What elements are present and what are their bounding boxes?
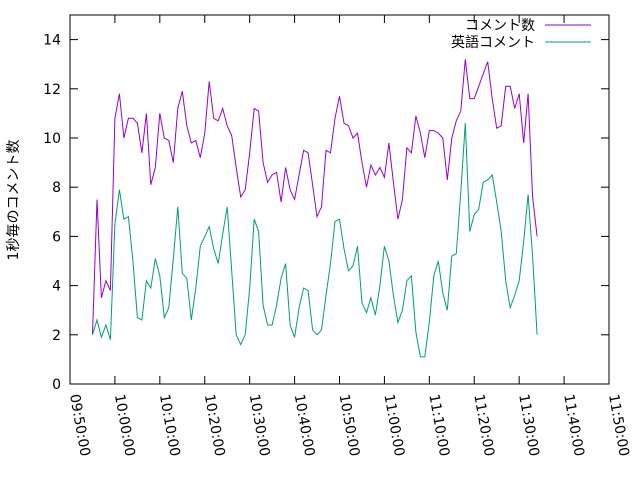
y-tick-label: 6 [52,229,61,245]
x-tick-label: 10:40:00 [291,393,318,458]
x-tick-label: 10:50:00 [336,393,363,458]
x-tick-label: 10:00:00 [111,393,138,458]
y-axis: 0 2 4 6 8 10 12 14 [43,33,609,393]
x-tick-label: 10:20:00 [201,393,228,458]
y-tick-label: 10 [43,131,61,147]
x-tick-label: 11:30:00 [515,393,542,458]
y-tick-label: 2 [52,328,61,344]
x-tick-label: 10:10:00 [156,393,183,458]
series-line-2 [92,123,538,358]
y-tick-label: 14 [43,33,61,49]
x-tick-label: 11:10:00 [425,393,452,458]
x-tick-label: 11:20:00 [470,393,497,458]
y-tick-label: 12 [43,82,61,98]
x-axis: 09:50:00 10:00:00 10:10:00 10:20:00 10:30:00… [66,15,632,458]
series-layer [92,59,538,358]
series-line-1 [92,59,538,335]
x-tick-label: 11:00:00 [380,393,407,458]
x-tick-label: 11:40:00 [560,393,587,458]
y-axis-label: 1秒毎のコメント数 [6,140,22,261]
legend-label: コメント数 [465,18,535,34]
x-tick-label: 11:50:00 [605,393,632,458]
x-tick-label: 09:50:00 [66,393,93,458]
y-tick-label: 4 [52,279,61,295]
x-tick-label: 10:30:00 [246,393,273,458]
y-tick-label: 8 [52,180,61,196]
y-tick-label: 0 [52,377,61,393]
legend-label: 英語コメント [451,34,535,51]
